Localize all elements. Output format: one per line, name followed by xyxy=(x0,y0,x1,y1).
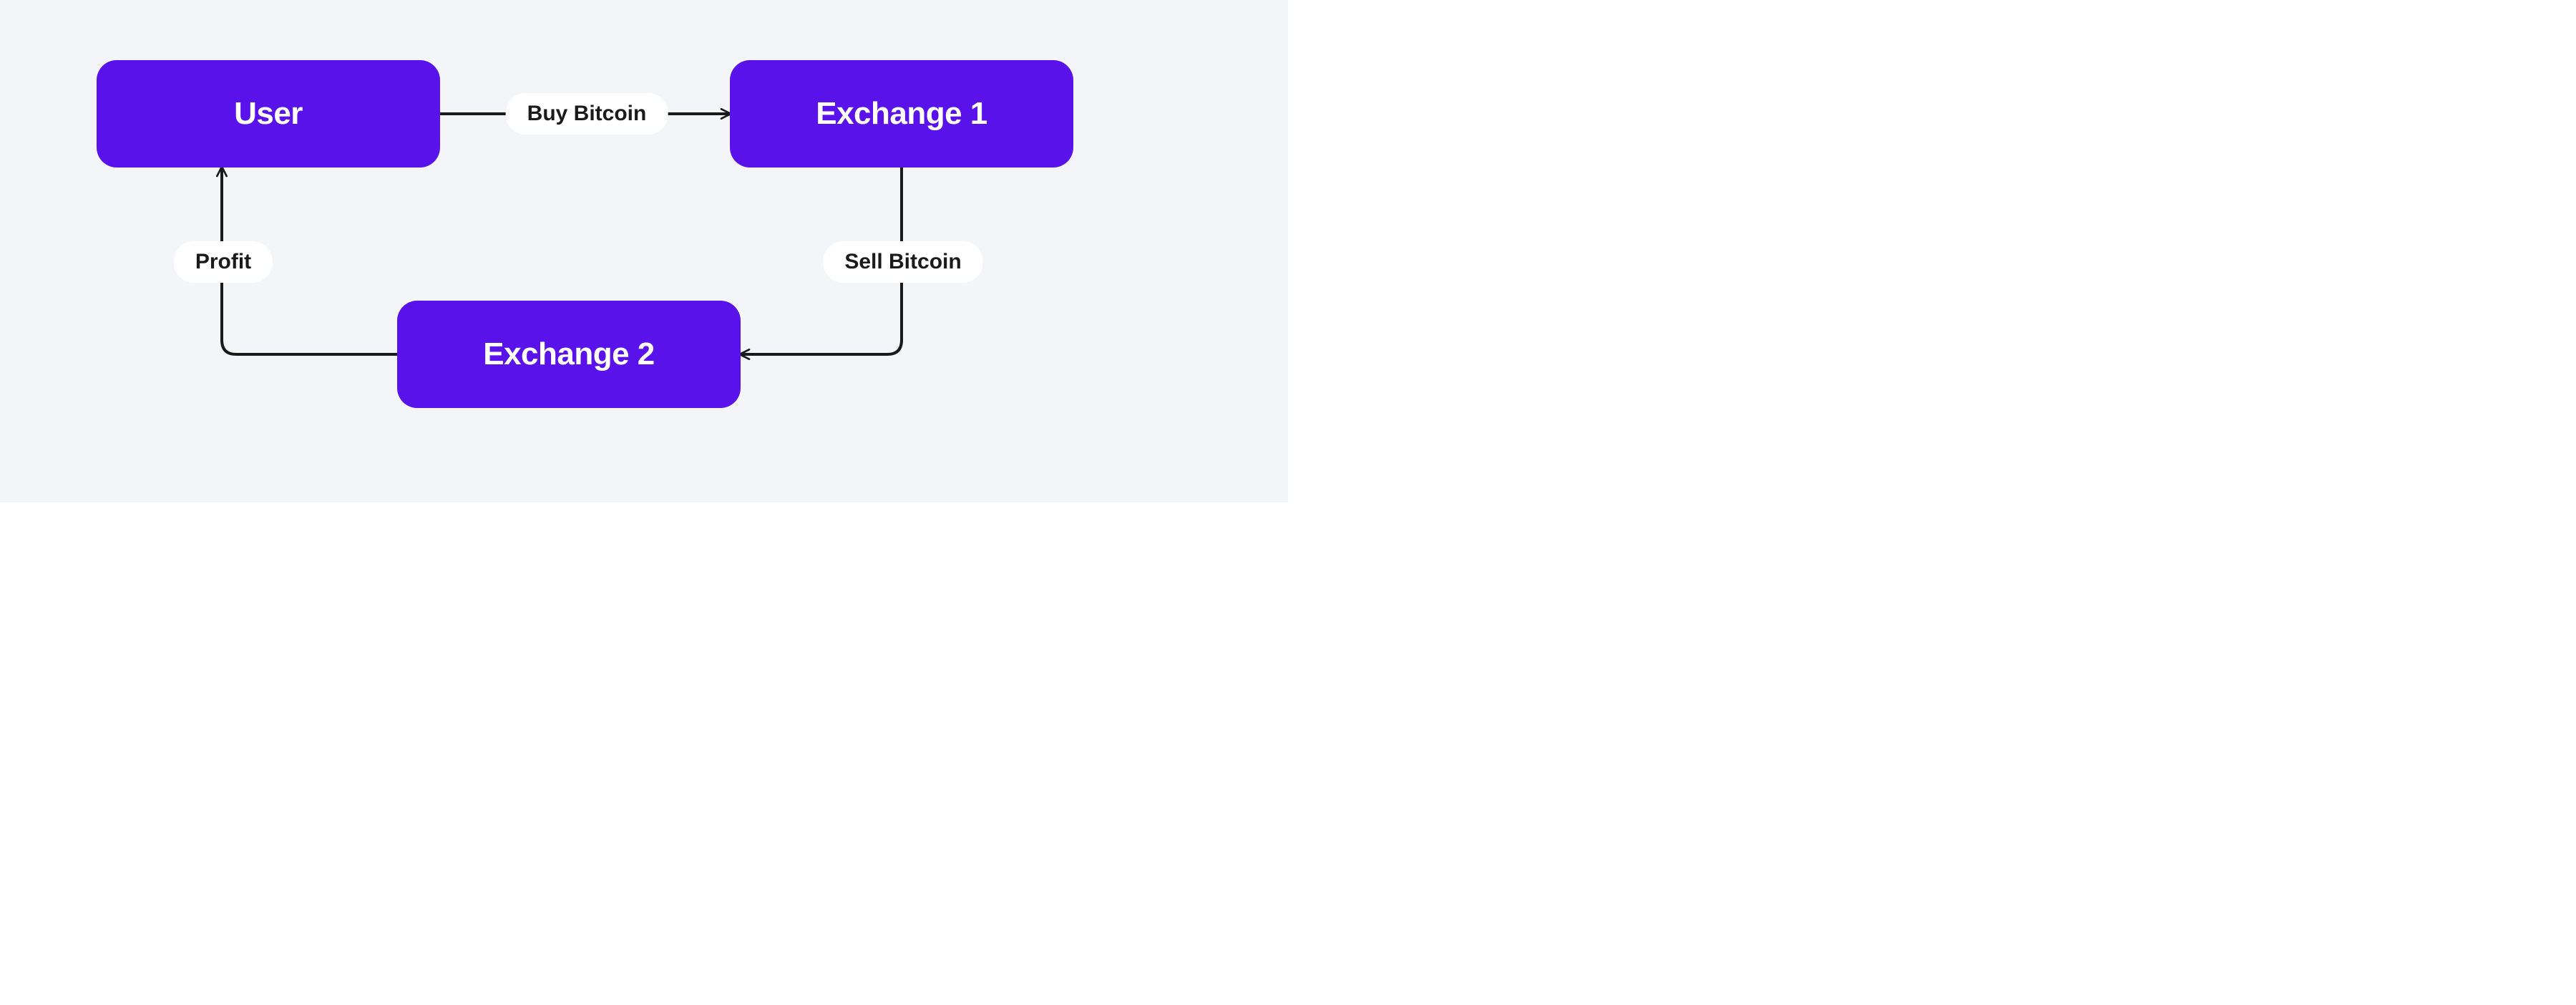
node-label: Exchange 2 xyxy=(483,336,655,372)
edge-label-sell: Sell Bitcoin xyxy=(823,241,982,283)
node-exchange1: Exchange 1 xyxy=(730,60,1073,168)
edge-label-buy: Buy Bitcoin xyxy=(506,93,668,135)
edge-label-text: Profit xyxy=(195,250,251,274)
edge-label-profit: Profit xyxy=(174,241,273,283)
node-exchange2: Exchange 2 xyxy=(397,301,741,408)
node-label: User xyxy=(234,96,303,132)
flowchart-canvas: User Exchange 1 Exchange 2 Buy Bitcoin Sell … xyxy=(0,0,1288,502)
node-user: User xyxy=(97,60,440,168)
node-label: Exchange 1 xyxy=(816,96,987,132)
edge-label-text: Sell Bitcoin xyxy=(844,250,961,274)
edge-label-text: Buy Bitcoin xyxy=(527,102,647,126)
